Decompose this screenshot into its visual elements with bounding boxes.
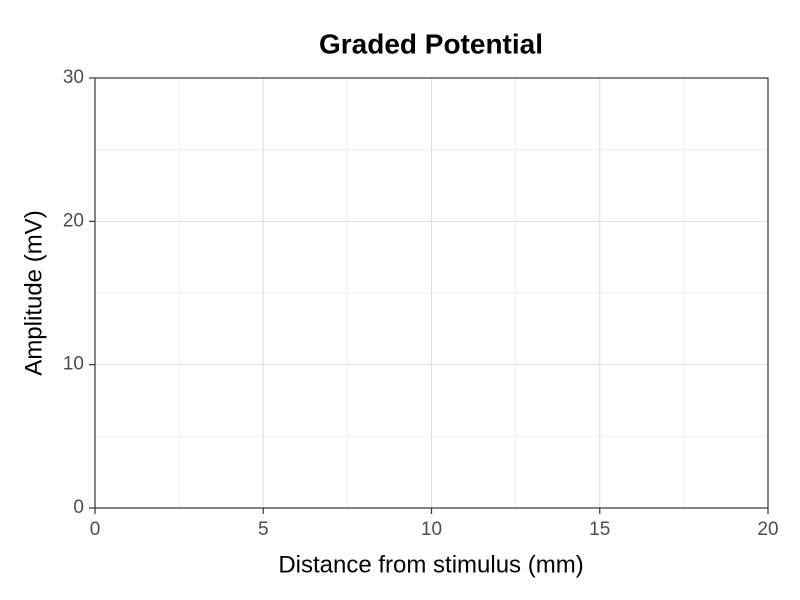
x-tick-label: 5 — [258, 519, 269, 540]
chart-title: Graded Potential — [319, 28, 543, 59]
x-tick-label: 15 — [589, 519, 610, 540]
y-tick-label: 0 — [73, 497, 84, 518]
y-tick-label: 10 — [63, 354, 84, 375]
x-axis-title: Distance from stimulus (mm) — [278, 551, 583, 578]
y-tick-label: 20 — [63, 210, 84, 231]
x-tick-label: 20 — [757, 519, 778, 540]
y-tick-label: 30 — [63, 67, 84, 88]
y-axis-title: Amplitude (mV) — [20, 210, 47, 375]
panel-border — [94, 77, 769, 509]
x-tick-label: 0 — [90, 519, 101, 540]
x-tick-label: 10 — [421, 519, 442, 540]
